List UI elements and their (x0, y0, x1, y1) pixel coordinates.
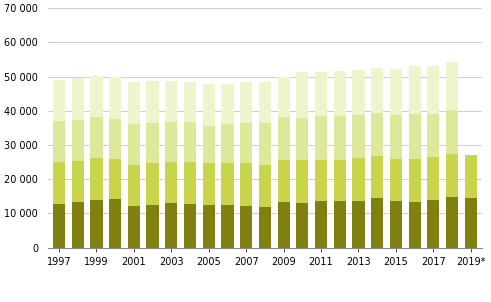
Bar (464, 155, 477, 198)
Bar (221, 205, 234, 248)
Bar (353, 158, 364, 201)
Bar (334, 160, 346, 201)
Bar (390, 69, 402, 115)
Bar (409, 114, 421, 159)
Bar (371, 156, 383, 198)
Bar (371, 113, 383, 156)
Bar (296, 72, 308, 118)
Bar (390, 115, 402, 159)
Bar (259, 124, 271, 165)
Bar (240, 123, 252, 163)
Bar (128, 82, 140, 124)
Bar (371, 68, 383, 113)
Bar (90, 201, 103, 248)
Bar (334, 201, 346, 248)
Bar (464, 198, 477, 248)
Bar (72, 120, 84, 161)
Bar (446, 62, 458, 110)
Bar (427, 114, 439, 157)
Bar (72, 78, 84, 120)
Bar (409, 66, 421, 114)
Bar (277, 160, 290, 202)
Bar (446, 154, 458, 197)
Bar (427, 66, 439, 114)
Bar (53, 80, 65, 121)
Bar (146, 163, 159, 205)
Bar (315, 116, 327, 160)
Bar (296, 160, 308, 203)
Bar (240, 82, 252, 123)
Bar (203, 204, 215, 248)
Bar (296, 203, 308, 248)
Bar (446, 110, 458, 154)
Bar (409, 202, 421, 248)
Bar (353, 201, 364, 248)
Bar (315, 201, 327, 248)
Bar (109, 199, 121, 248)
Bar (427, 200, 439, 248)
Bar (109, 159, 121, 199)
Bar (409, 159, 421, 202)
Bar (446, 197, 458, 248)
Bar (259, 165, 271, 207)
Bar (184, 162, 196, 204)
Bar (53, 204, 65, 248)
Bar (146, 123, 159, 163)
Bar (203, 126, 215, 163)
Bar (72, 161, 84, 202)
Bar (334, 72, 346, 116)
Bar (72, 202, 84, 248)
Bar (390, 201, 402, 248)
Bar (165, 162, 177, 203)
Bar (184, 122, 196, 162)
Bar (165, 122, 177, 162)
Bar (203, 163, 215, 204)
Bar (221, 163, 234, 205)
Bar (427, 157, 439, 200)
Bar (128, 206, 140, 248)
Bar (53, 162, 65, 204)
Bar (259, 207, 271, 248)
Bar (221, 84, 234, 124)
Bar (90, 117, 103, 158)
Bar (277, 202, 290, 248)
Bar (240, 163, 252, 206)
Bar (390, 159, 402, 201)
Bar (165, 203, 177, 248)
Bar (90, 158, 103, 201)
Bar (53, 121, 65, 162)
Bar (277, 117, 290, 160)
Bar (109, 77, 121, 119)
Bar (128, 165, 140, 206)
Bar (296, 118, 308, 160)
Bar (128, 124, 140, 165)
Bar (371, 198, 383, 248)
Bar (221, 124, 234, 163)
Bar (184, 204, 196, 248)
Bar (240, 206, 252, 248)
Bar (146, 81, 159, 123)
Bar (353, 115, 364, 158)
Bar (146, 205, 159, 248)
Bar (315, 72, 327, 116)
Bar (203, 85, 215, 126)
Bar (277, 77, 290, 117)
Bar (90, 76, 103, 117)
Bar (315, 160, 327, 201)
Bar (109, 119, 121, 159)
Bar (184, 82, 196, 122)
Bar (259, 82, 271, 124)
Bar (334, 116, 346, 160)
Bar (165, 81, 177, 122)
Bar (353, 70, 364, 115)
